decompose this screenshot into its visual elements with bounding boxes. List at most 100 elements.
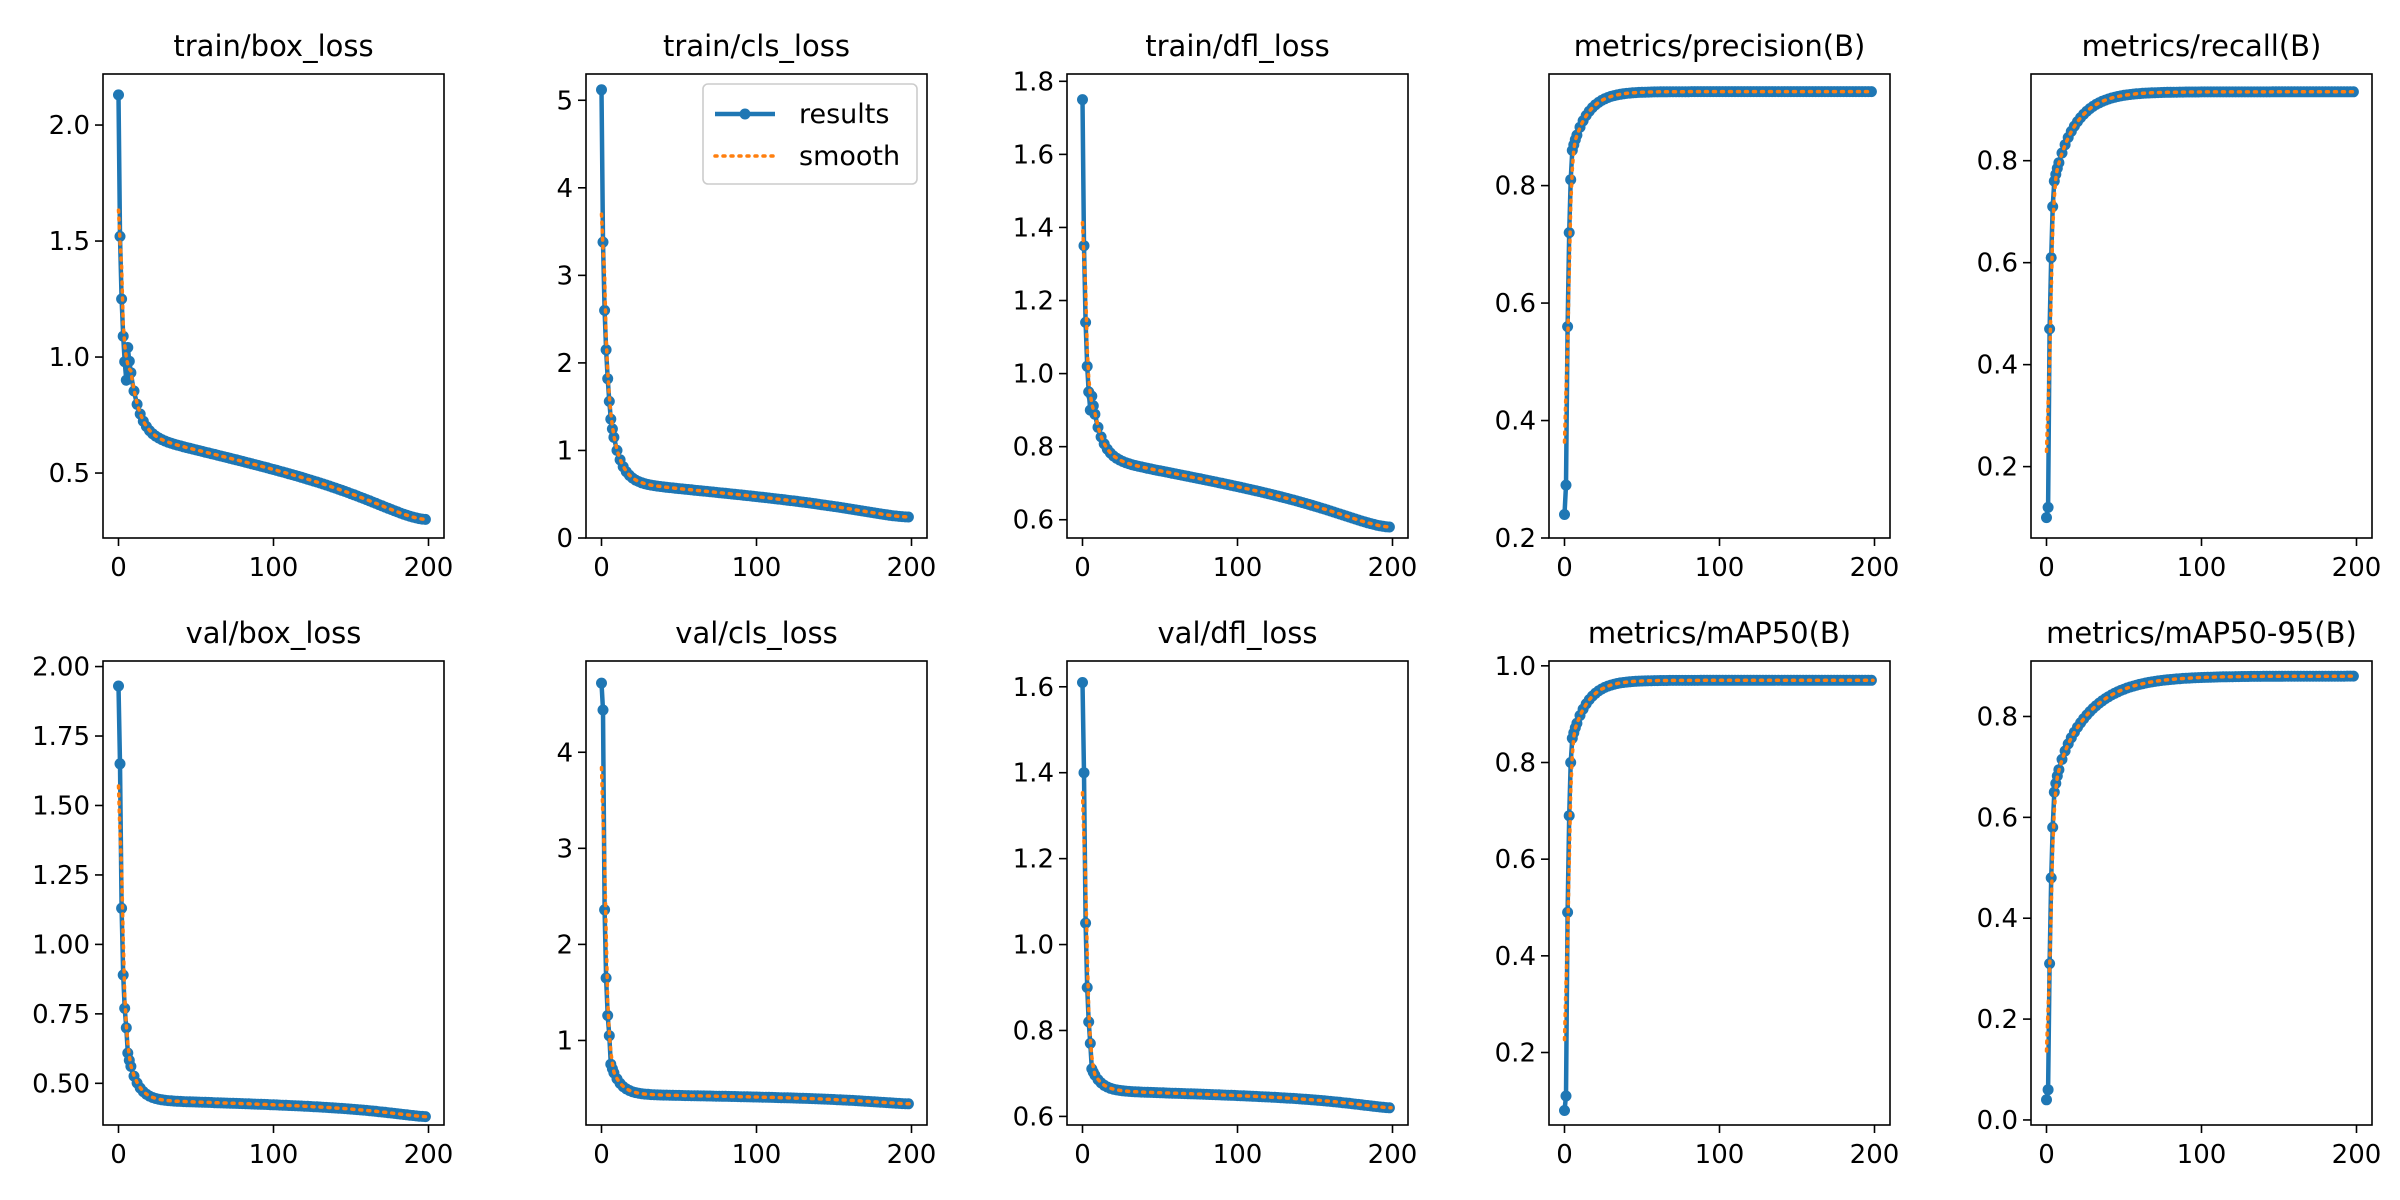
y-tick-label: 1.8: [1013, 67, 1054, 97]
y-tick-label: 1.2: [1013, 845, 1054, 875]
results-point: [2042, 501, 2054, 513]
subplot-val-cls-loss: val/cls_loss 0 100 200 1 2 3 4: [556, 616, 936, 1170]
plot-area: [596, 677, 914, 1110]
x-tick-label: 0: [110, 1140, 127, 1170]
subplot-title: metrics/precision(B): [1574, 29, 1866, 63]
y-tick-label: 2: [556, 930, 573, 960]
x-tick-label: 200: [404, 553, 454, 583]
x-tick-label: 100: [2177, 1140, 2227, 1170]
x-tick-label: 200: [2332, 1140, 2382, 1170]
y-tick-label: 0.6: [1013, 506, 1054, 536]
plot-area: [113, 680, 431, 1123]
x-tick-label: 100: [1213, 1140, 1263, 1170]
legend: results smooth: [702, 83, 918, 185]
y-tick-label: 1.25: [32, 861, 90, 891]
legend-smooth-label: smooth: [799, 141, 900, 172]
subplot-val-dfl-loss: val/dfl_loss 0 100 200 0.6 0.8 1.0 1.2 1.4 1.6: [1013, 616, 1418, 1170]
y-tick-label: 0.4: [1495, 407, 1536, 437]
plot-area: [1077, 94, 1395, 533]
smooth-series-line: [1562, 678, 1875, 1042]
smooth-series-line: [599, 765, 912, 1106]
x-tick-label: 200: [2332, 553, 2382, 583]
legend-box: [702, 83, 918, 185]
x-tick-label: 0: [1556, 1140, 1573, 1170]
y-tick-label: 0.6: [1495, 289, 1536, 319]
results-point: [2042, 1084, 2054, 1096]
plot-area: [2041, 86, 2359, 524]
y-tick-label: 1.4: [1013, 759, 1054, 789]
results-point: [114, 758, 126, 770]
subplot-title: train/box_loss: [173, 29, 373, 63]
y-tick-label: 0.6: [1013, 1102, 1054, 1132]
subplot-title: val/box_loss: [186, 616, 362, 650]
smooth-series-line: [1562, 89, 1875, 444]
y-tick-label: 2.0: [49, 111, 90, 141]
x-tick-label: 100: [1695, 553, 1745, 583]
subplot-train-dfl-loss: train/dfl_loss 0 100 200 0.6 0.8 1.0 1.2 1.4 1.6 1…: [1013, 29, 1418, 583]
axes-frame: [102, 660, 445, 1126]
y-tick-label: 5: [556, 86, 573, 116]
x-tick-label: 0: [1556, 553, 1573, 583]
y-tick-label: 1.5: [49, 227, 90, 257]
x-tick-label: 100: [732, 1140, 782, 1170]
x-tick-label: 100: [1695, 1140, 1745, 1170]
x-tick-label: 200: [887, 1140, 937, 1170]
results-point: [1383, 521, 1395, 533]
smooth-series-line: [2044, 674, 2357, 1053]
y-tick-label: 0.50: [32, 1069, 90, 1099]
y-tick-label: 0.5: [49, 459, 90, 489]
results-point: [1560, 1090, 1572, 1102]
y-tick-label: 4: [556, 174, 573, 204]
axes-frame: [2030, 73, 2373, 539]
y-tick-label: 0.4: [1495, 942, 1536, 972]
smooth-series-line: [1080, 791, 1393, 1110]
subplot-title: metrics/recall(B): [2082, 29, 2322, 63]
subplot-title: metrics/mAP50-95(B): [2046, 616, 2357, 650]
axes-frame: [102, 73, 445, 539]
x-tick-label: 200: [404, 1140, 454, 1170]
results-point: [113, 89, 124, 101]
axes-frame: [585, 73, 928, 539]
x-tick-label: 0: [1074, 553, 1091, 583]
y-tick-label: 4: [556, 738, 573, 768]
subplot-val-box-loss: val/box_loss 0 100 200 0.50 0.75 1.00 1.25 1.50 1…: [32, 616, 453, 1170]
results-point: [119, 1002, 131, 1014]
y-tick-label: 0.2: [1977, 1005, 2018, 1035]
y-tick-label: 1: [556, 1026, 573, 1056]
x-tick-label: 100: [1213, 553, 1263, 583]
subplot-title: val/dfl_loss: [1158, 616, 1318, 650]
axes-frame: [1066, 660, 1409, 1126]
subplot-metrics-map50-95-b: metrics/mAP50-95(B) 0 100 200 0.0 0.2 0.4 0.6 0.…: [1977, 616, 2382, 1170]
results-point: [902, 511, 914, 523]
subplot-title: val/cls_loss: [675, 616, 837, 650]
x-tick-label: 100: [2177, 553, 2227, 583]
results-point: [1080, 316, 1092, 328]
y-tick-label: 3: [556, 261, 573, 291]
results-point: [2045, 872, 2057, 884]
results-point: [603, 1030, 615, 1042]
y-tick-label: 1.6: [1013, 673, 1054, 703]
x-tick-label: 200: [1368, 1140, 1418, 1170]
results-point: [2041, 1094, 2052, 1106]
y-tick-label: 0.8: [1495, 749, 1536, 779]
results-point: [1560, 479, 1572, 491]
subplot-metrics-recall-b: metrics/recall(B) 0 100 200 0.2 0.4 0.6 0.8: [1977, 29, 2382, 583]
legend-results-label: results: [799, 99, 889, 130]
axes-frame: [1066, 73, 1409, 539]
y-tick-label: 1.2: [1013, 287, 1054, 317]
x-tick-label: 200: [1368, 553, 1418, 583]
axes-frame: [1548, 660, 1891, 1126]
results-point: [1078, 767, 1090, 779]
y-tick-label: 1.4: [1013, 213, 1054, 243]
results-point: [1077, 677, 1088, 688]
plot-area: [2041, 670, 2359, 1106]
x-tick-label: 100: [249, 1140, 299, 1170]
plot-area: [596, 84, 914, 523]
plot-area: [1559, 674, 1877, 1116]
y-tick-label: 1.0: [1013, 360, 1054, 390]
y-tick-label: 0.8: [1013, 433, 1054, 463]
y-tick-label: 0.75: [32, 1000, 90, 1030]
